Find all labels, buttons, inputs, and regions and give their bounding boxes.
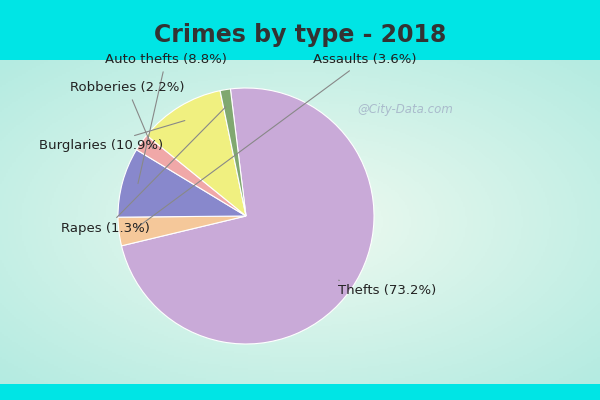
Wedge shape — [122, 88, 374, 344]
Text: Robberies (2.2%): Robberies (2.2%) — [70, 82, 185, 149]
Wedge shape — [136, 135, 246, 216]
Text: Auto thefts (8.8%): Auto thefts (8.8%) — [105, 53, 227, 184]
Text: Crimes by type - 2018: Crimes by type - 2018 — [154, 23, 446, 47]
Wedge shape — [146, 91, 246, 216]
Text: Assaults (3.6%): Assaults (3.6%) — [136, 53, 416, 228]
Text: @City-Data.com: @City-Data.com — [358, 103, 454, 116]
Wedge shape — [220, 89, 246, 216]
Text: Burglaries (10.9%): Burglaries (10.9%) — [38, 120, 185, 152]
Text: Rapes (1.3%): Rapes (1.3%) — [61, 107, 226, 235]
Wedge shape — [118, 216, 246, 246]
Text: Thefts (73.2%): Thefts (73.2%) — [338, 280, 436, 297]
Wedge shape — [118, 150, 246, 217]
